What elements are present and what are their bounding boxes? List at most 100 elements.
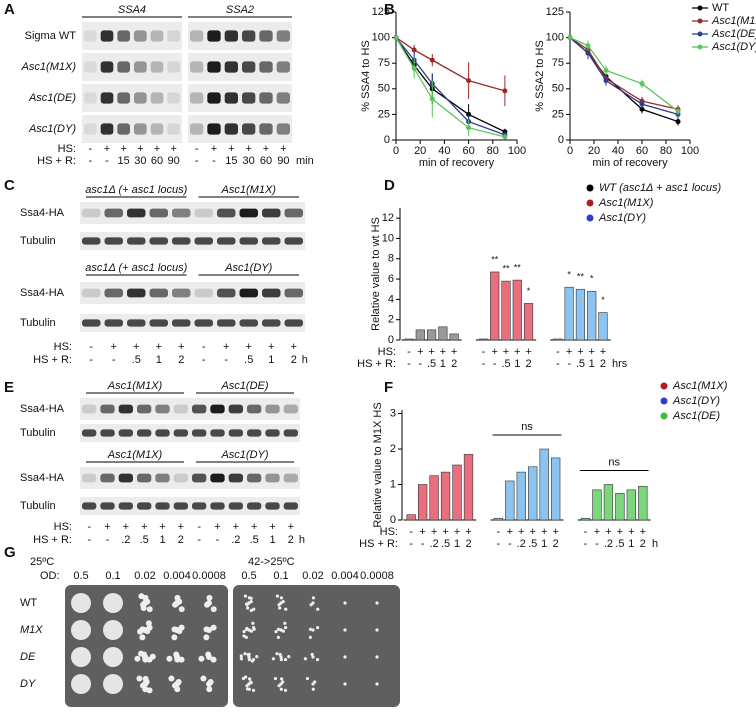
band <box>276 123 290 135</box>
blot <box>82 53 182 81</box>
point <box>411 47 417 53</box>
band <box>242 123 256 135</box>
series-line <box>395 37 506 133</box>
gene-header: SSA2 <box>226 4 254 16</box>
band <box>155 473 170 483</box>
significance: ** <box>491 254 499 264</box>
band <box>239 208 258 218</box>
colony <box>274 629 278 634</box>
significance: ** <box>502 263 510 273</box>
blot-header: Asc1(DY) <box>220 449 268 461</box>
hsr-label: 2 <box>465 538 471 550</box>
hs-sign: + <box>159 521 165 533</box>
hsr-label: .5 <box>244 354 253 366</box>
hs-sign: + <box>251 521 257 533</box>
hs-sign: - <box>202 341 206 353</box>
hsr-label: .2 <box>430 538 439 550</box>
point <box>603 67 609 73</box>
panel-label: D <box>384 177 395 194</box>
bar <box>463 454 474 521</box>
band <box>149 208 168 218</box>
colony <box>242 634 246 638</box>
hs-sign: + <box>552 526 558 538</box>
hs-sign: + <box>228 143 234 155</box>
band <box>276 30 290 42</box>
hsr-label: .2 <box>604 538 613 550</box>
band <box>239 319 258 327</box>
band <box>284 237 303 245</box>
x-tick-label: 0 <box>567 145 573 157</box>
band <box>228 404 243 414</box>
colony <box>250 659 254 663</box>
hsr-label: .5 <box>501 358 510 370</box>
point <box>429 96 435 102</box>
band <box>284 208 303 218</box>
point <box>585 43 591 49</box>
point <box>639 101 645 107</box>
colony <box>241 676 246 681</box>
hs-sign: + <box>178 521 184 533</box>
hsr-label: 1 <box>159 534 165 546</box>
band <box>194 208 213 218</box>
y-tick-label: 3 <box>390 407 396 419</box>
bar <box>551 457 561 521</box>
band <box>173 473 188 483</box>
band <box>100 61 114 73</box>
od-label: 0.1 <box>273 570 288 582</box>
band <box>173 429 188 437</box>
hs-sign: + <box>530 526 536 538</box>
band <box>172 208 191 218</box>
band <box>117 123 130 135</box>
colony <box>138 593 145 600</box>
bar <box>440 471 451 521</box>
legend-marker <box>586 184 594 192</box>
band <box>228 473 243 483</box>
bar <box>406 514 416 521</box>
band <box>276 61 290 73</box>
legend-label: Asc1(DY) <box>711 41 756 53</box>
hs-sign: + <box>133 341 139 353</box>
hsr-label: - <box>212 155 216 167</box>
band <box>265 473 280 483</box>
significance: * <box>590 274 594 284</box>
od-label: 0.0008 <box>360 570 394 582</box>
colony <box>149 653 156 660</box>
bar <box>404 338 414 341</box>
hsr-label: 2 <box>525 358 531 370</box>
colony <box>178 656 185 663</box>
colony <box>275 652 279 656</box>
band <box>82 288 101 298</box>
gene-header: SSA4 <box>118 4 146 16</box>
hsr-label: 1 <box>156 354 162 366</box>
colony <box>279 657 283 662</box>
colony <box>283 657 288 662</box>
band <box>82 473 97 483</box>
band <box>104 288 123 298</box>
colony <box>305 676 310 681</box>
band <box>276 92 290 104</box>
significance: ** <box>577 272 585 282</box>
band <box>210 473 225 483</box>
hs-sign: - <box>197 521 201 533</box>
hsr-label: 2 <box>178 534 184 546</box>
band <box>262 208 281 218</box>
colony <box>247 657 251 662</box>
hsr-label: .2 <box>121 534 130 546</box>
colony-spot <box>103 620 123 640</box>
colony <box>279 655 283 659</box>
y-tick-label: 0 <box>390 514 396 526</box>
band <box>172 319 191 327</box>
band <box>190 30 204 42</box>
hsr-row-label: HS + R: <box>359 538 398 550</box>
hsr-label: .5 <box>140 534 149 546</box>
plate <box>233 585 400 707</box>
blot <box>188 22 292 50</box>
colony <box>206 594 213 601</box>
band <box>150 92 164 104</box>
colony <box>284 625 288 630</box>
blot-header: Asc1(M1X) <box>107 380 163 392</box>
hs-sign: + <box>640 526 646 538</box>
legend-label: Asc1(M1X) <box>672 380 728 392</box>
hsr-label: - <box>407 358 411 370</box>
band <box>228 502 243 510</box>
